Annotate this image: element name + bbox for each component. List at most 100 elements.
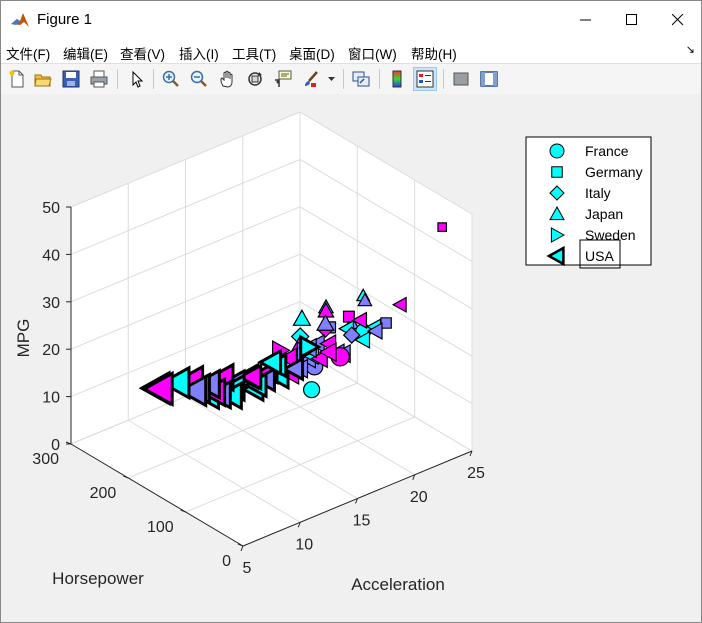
y-tick-mark [123,475,129,479]
show-plot-tools-icon[interactable] [477,67,501,91]
menu-help[interactable]: 帮助(H) [411,47,457,62]
legend-label-usa: USA [585,248,614,264]
title-bar: Figure 1 [1,1,701,39]
y-axis-line [70,443,244,547]
z-tick-label: 0 [51,437,60,454]
menu-desktop[interactable]: 桌面(D) [289,47,335,62]
grid-line [185,416,415,513]
legend-box[interactable] [525,136,652,266]
x-tick-mark [412,474,416,480]
colorbar-icon[interactable] [385,67,409,91]
figure-toolbar [1,63,701,95]
z-tick-label: 20 [42,342,60,359]
menu-window[interactable]: 窗口(W) [348,47,397,62]
grid-line [299,301,473,405]
window-title: Figure 1 [37,11,93,28]
legend-marker-italy [549,185,565,201]
grid-line [299,348,473,452]
x-tick-label: 25 [467,465,485,482]
data-point-germany [437,222,448,232]
z-tick-label: 40 [42,247,60,264]
grid-line [128,382,358,479]
z-tick-label: 30 [42,295,60,312]
back-pane-yz [300,112,472,451]
pointer-icon[interactable] [125,67,149,91]
x-tick-mark [240,545,244,552]
data-point-japan [316,314,335,331]
grid-line [299,111,473,215]
zoom-in-icon[interactable] [159,67,183,91]
y-tick-mark [237,543,244,547]
data-point-sweden [299,334,322,360]
legend-label-france: France [585,143,629,159]
data-point-usa [366,322,383,341]
save-icon[interactable] [59,67,83,91]
legend-label-italy: Italy [585,185,611,201]
data-point-germany [342,310,355,323]
data-point-usa [236,362,263,392]
legend-marker-germany [551,166,563,178]
x-tick-mark [469,450,473,457]
x-tick-label: 20 [410,489,428,506]
data-point-japan [292,308,312,326]
legend-icon[interactable] [413,67,437,91]
menu-tools[interactable]: 工具(T) [232,47,277,62]
data-point-usa [257,348,283,377]
data-point-japan [357,292,373,307]
print-icon[interactable] [87,67,111,91]
data-point-usa [141,370,174,407]
menu-file[interactable]: 文件(F) [6,47,51,62]
maximize-button[interactable] [609,1,655,39]
x-tick-mark [355,498,358,504]
data-point-usa [318,341,337,363]
menu-edit[interactable]: 编辑(E) [63,47,108,62]
menu-insert[interactable]: 插入(I) [179,47,219,62]
close-button[interactable] [655,1,701,39]
open-file-icon[interactable] [31,67,55,91]
y-tick-label: 100 [147,519,174,536]
grid-line [70,111,301,208]
new-figure-icon[interactable] [5,67,29,91]
data-point-usa [391,296,407,313]
menu-bar: 文件(F) 编辑(E) 查看(V) 插入(I) 工具(T) 桌面(D) 窗口(W… [1,39,701,63]
x-tick-label: 15 [353,513,371,530]
figure-canvas: 5 10 15 20 25 0 100 200 300 0 10 20 30 40 50 Accelerati… [1,94,701,622]
z-tick-label: 50 [42,200,60,217]
data-point-usa [281,356,305,382]
grid-line [299,206,473,310]
minimize-icon [580,19,591,21]
legend-marker-japan [549,205,565,221]
z-axis-label: MPG [14,319,33,358]
grid-line [127,419,301,523]
scatter3-axes[interactable]: 510152025010020030001020304050Accelerati… [1,94,701,622]
data-point-usa [353,330,371,349]
zoom-out-icon[interactable] [187,67,211,91]
data-point-usa [158,365,191,401]
minimize-button[interactable] [563,1,609,39]
brush-dropdown-icon[interactable] [325,67,339,91]
x-tick-label: 10 [295,536,313,553]
grid-line [70,301,301,398]
menu-view[interactable]: 查看(V) [120,47,165,62]
x-tick-label: 5 [243,560,252,577]
grid-line [70,253,301,350]
brush-icon[interactable] [299,67,323,91]
link-plot-icon[interactable] [349,67,373,91]
grid-line [299,253,473,357]
pan-icon[interactable] [215,67,239,91]
legend-label-sweden: Sweden [585,227,636,243]
y-tick-mark [180,509,186,513]
x-tick-mark [297,522,301,528]
y-axis-label: Horsepower [52,569,144,588]
dock-arrow-icon[interactable]: ↘ [685,44,695,56]
legend-marker-france [549,143,565,159]
grid-line [70,206,301,303]
rotate-3d-icon[interactable] [243,67,267,91]
legend-label-germany: Germany [585,164,643,180]
maximize-icon [626,14,637,25]
data-cursor-icon[interactable] [271,67,295,91]
grid-line [70,158,301,255]
hide-plot-tools-icon[interactable] [449,67,473,91]
matlab-icon [10,10,30,30]
y-tick-label: 0 [222,553,231,570]
